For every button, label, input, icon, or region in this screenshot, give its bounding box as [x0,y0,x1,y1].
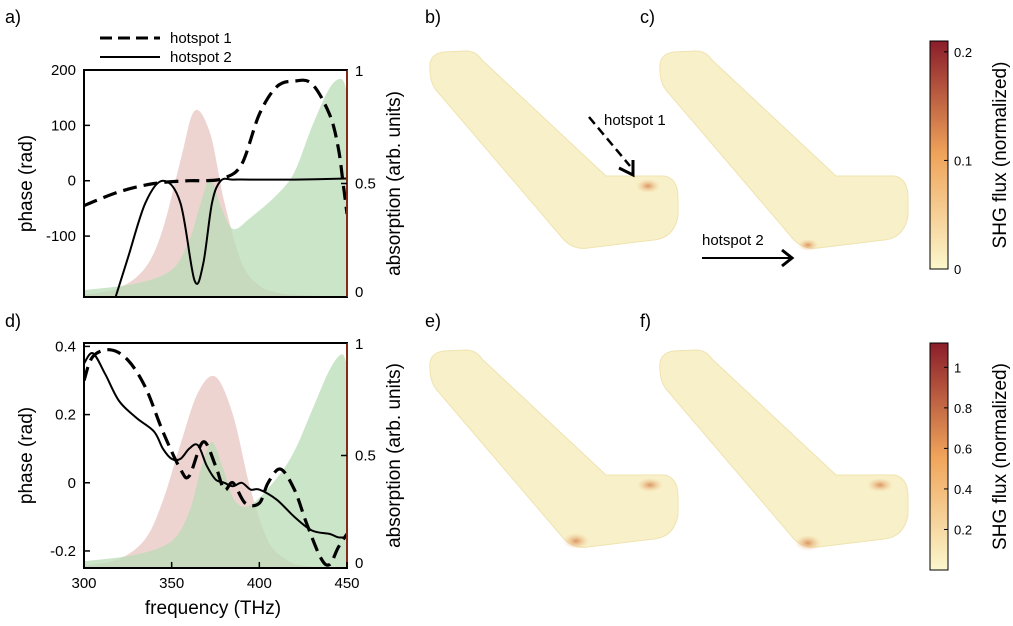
chart-d: 0.4 0.2 0 -0.2 1 0.5 0 300 350 400 450 phase (rad) a… [16,336,405,592]
nanoantenna-f [659,349,909,551]
hotspot-glow [867,478,893,492]
panel-label-a: a) [5,7,21,27]
hotspot1-arrowhead [618,160,635,178]
y2-axis-label: absorption (arb. units) [384,363,405,548]
x-tick-label: 300 [71,575,96,592]
series-line-hotspot-2 [84,352,347,539]
series-line-hotspot-1 [84,78,347,215]
nanoantenna-shape [659,50,909,249]
absorption-fill-3 [84,354,347,568]
absorption-fill-3 [84,78,347,297]
hotspot-glow [636,179,660,193]
nanoantenna-shape [659,349,909,548]
panel-label-b: b) [425,7,441,27]
y-tick-label: 0 [68,475,76,492]
y2-tick-label: 1 [355,63,363,80]
hotspot-glow [637,478,663,492]
x-tick-label: 350 [159,575,184,592]
y2-axis-label: absorption (arb. units) [384,91,405,276]
series-line-hotspot-2 [114,177,347,297]
x-tick-label: 400 [247,575,272,592]
colorbar-bottom: 1 0.8 0.6 0.4 0.2 SHG flux (normalized) [929,342,1011,571]
colorbar-label: SHG flux (normalized) [990,363,1011,550]
y-tick-label: -100 [46,228,76,245]
colorbar-tick-label: 1 [954,360,961,375]
y-tick-label: 0.2 [55,407,76,424]
legend: hotspot 1 hotspot 2 [100,30,232,66]
series-line-hotspot-1 [84,348,347,567]
y2-tick-label: 0.5 [355,448,376,465]
colorbar-tick-label: 0.8 [954,401,972,416]
colorbar-tick-label: 0.4 [954,482,972,497]
y-tick-label: 200 [51,62,76,79]
y2-tick-label: 0 [355,555,363,572]
chart-a: 200 100 0 -100 1 0.5 0 phase (rad) absorption (a… [16,62,405,301]
colorbar-top: 0.2 0.1 0 SHG flux (normalized) [929,40,1011,277]
legend-label-hotspot1: hotspot 1 [170,30,232,47]
y-axis-label: phase (rad) [16,407,37,504]
y2-tick-label: 1 [355,336,363,353]
hotspot-glow [795,535,821,551]
y-tick-label: -0.2 [50,543,76,560]
annotation-hotspot1: hotspot 1 [604,112,666,129]
colorbar-gradient [929,40,949,270]
hotspot2-arrowhead [781,248,795,268]
x-tick-label: 450 [334,575,359,592]
nanoantenna-b [429,50,679,249]
colorbar-label: SHG flux (normalized) [990,62,1011,249]
nanoantenna-shape [429,50,679,249]
hotspot1-arrow-line [588,116,631,167]
plot-area [84,348,347,568]
nanoantenna-c [659,50,909,251]
y2-tick-label: 0 [355,284,363,301]
y-tick-label: 100 [51,117,76,134]
panel-label-d: d) [5,311,21,331]
colorbar-tick-label: 0.2 [954,45,972,60]
annotation-hotspot2: hotspot 2 [702,232,764,249]
y-tick-label: 0.4 [55,338,76,355]
hotspot1-annotation: hotspot 1 [588,112,666,178]
colorbar-tick-label: 0.2 [954,522,972,537]
plot-area [84,78,347,297]
hotspot-glow [563,533,589,549]
nanoantenna-e [429,349,679,549]
y2-tick-label: 0.5 [355,176,376,193]
x-axis-label: frequency (THz) [145,598,281,619]
y-tick-label: 0 [68,173,76,190]
nanoantenna-shape [429,349,679,548]
colorbar-gradient [929,342,949,571]
panel-label-e: e) [425,311,441,331]
legend-label-hotspot2: hotspot 2 [170,49,232,66]
panel-label-f: f) [640,311,651,331]
hotspot-glow [798,239,818,251]
colorbar-tick-label: 0 [954,262,961,277]
colorbar-tick-label: 0.1 [954,153,972,168]
y-axis-label: phase (rad) [16,135,37,232]
panel-label-c: c) [640,7,655,27]
hotspot2-annotation: hotspot 2 [702,232,795,268]
colorbar-tick-label: 0.6 [954,441,972,456]
